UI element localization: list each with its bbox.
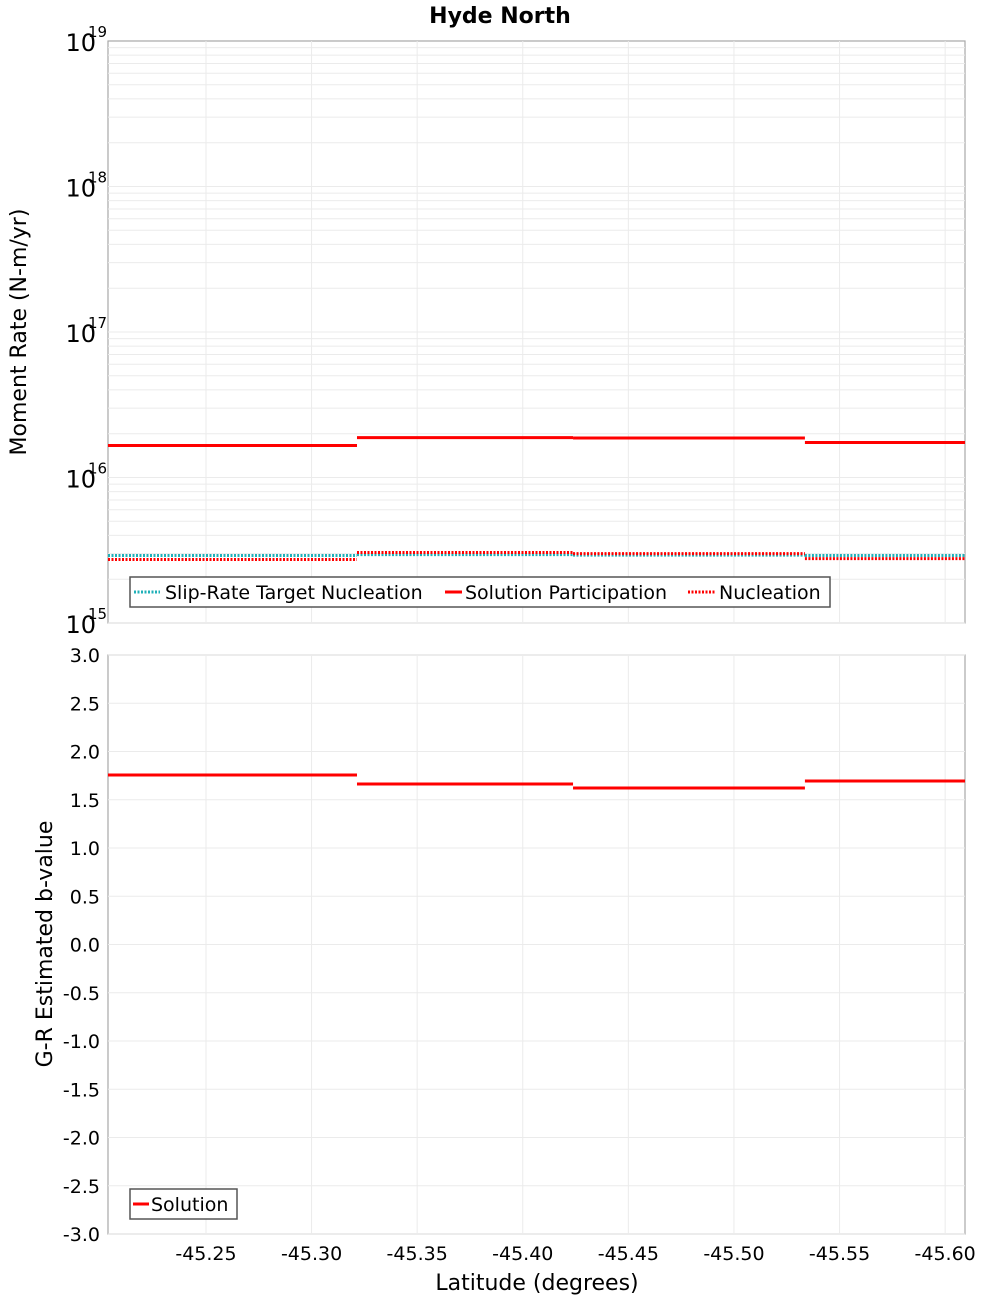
legend-label-solution-participation: Solution Participation (465, 582, 667, 604)
y-tick-label: 10 (65, 320, 96, 348)
y-tick-exponent: 16 (88, 460, 107, 478)
y-tick-label: -3.0 (63, 1224, 100, 1246)
y-tick-label: 10 (65, 611, 96, 639)
y-tick-label: -1.5 (63, 1079, 100, 1101)
y-tick-label: 1.0 (70, 838, 100, 860)
y-tick-label: 2.0 (70, 742, 100, 764)
x-tick-label: -45.50 (703, 1243, 764, 1265)
y-tick-exponent: 17 (88, 314, 107, 332)
y-tick-label: -2.0 (63, 1128, 100, 1150)
b-value-y-axis-label: G-R Estimated b-value (33, 821, 58, 1068)
x-tick-label: -45.60 (915, 1243, 976, 1265)
x-tick-label: -45.40 (492, 1243, 553, 1265)
y-tick-label: -1.0 (63, 1031, 100, 1053)
y-tick-label: 2.5 (70, 693, 100, 715)
moment-rate-gridlines (108, 41, 965, 624)
b-value-series (108, 773, 965, 790)
x-tick-label: -45.35 (387, 1243, 448, 1265)
moment-rate-legend: Slip-Rate Target Nucleation Solution Par… (129, 576, 831, 608)
y-tick-label: 10 (65, 175, 96, 203)
y-tick-label: 10 (65, 29, 96, 57)
y-tick-exponent: 15 (88, 605, 107, 623)
moment-rate-y-axis-label: Moment Rate (N-m/yr) (7, 209, 32, 456)
chart-title: Hyde North (429, 4, 571, 29)
y-tick-label: -2.5 (63, 1176, 100, 1198)
y-tick-label: 0.5 (70, 886, 100, 908)
moment-rate-series (108, 436, 965, 562)
y-tick-exponent: 18 (88, 169, 107, 187)
y-tick-label: 3.0 (70, 645, 100, 667)
latitude-x-ticks: -45.25 -45.30 -45.35 -45.40 -45.45 -45.50 -45.… (175, 1243, 975, 1265)
legend-label-slip-rate-target: Slip-Rate Target Nucleation (165, 582, 423, 604)
b-value-gridlines (108, 654, 965, 1235)
legend-label-solution: Solution (151, 1194, 228, 1216)
y-tick-label: -0.5 (63, 983, 100, 1005)
x-axis-label: Latitude (degrees) (435, 1271, 638, 1296)
x-tick-label: -45.30 (281, 1243, 342, 1265)
b-value-y-ticks: 3.0 2.5 2.0 1.5 1.0 0.5 0.0 -0.5 -1.0 -1.5 -2.0 -2.… (63, 645, 100, 1246)
legend-label-nucleation: Nucleation (719, 582, 821, 604)
b-value-plot: 3.0 2.5 2.0 1.5 1.0 0.5 0.0 -0.5 -1.0 -1.5 -2.0 -2.… (33, 645, 976, 1296)
y-tick-label: 0.0 (70, 935, 100, 957)
b-value-legend: Solution (129, 1188, 238, 1220)
x-tick-label: -45.55 (809, 1243, 870, 1265)
y-tick-label: 10 (65, 466, 96, 494)
x-tick-label: -45.45 (598, 1243, 659, 1265)
y-tick-label: 1.5 (70, 790, 100, 812)
y-tick-exponent: 19 (88, 23, 107, 41)
x-tick-label: -45.25 (175, 1243, 236, 1265)
